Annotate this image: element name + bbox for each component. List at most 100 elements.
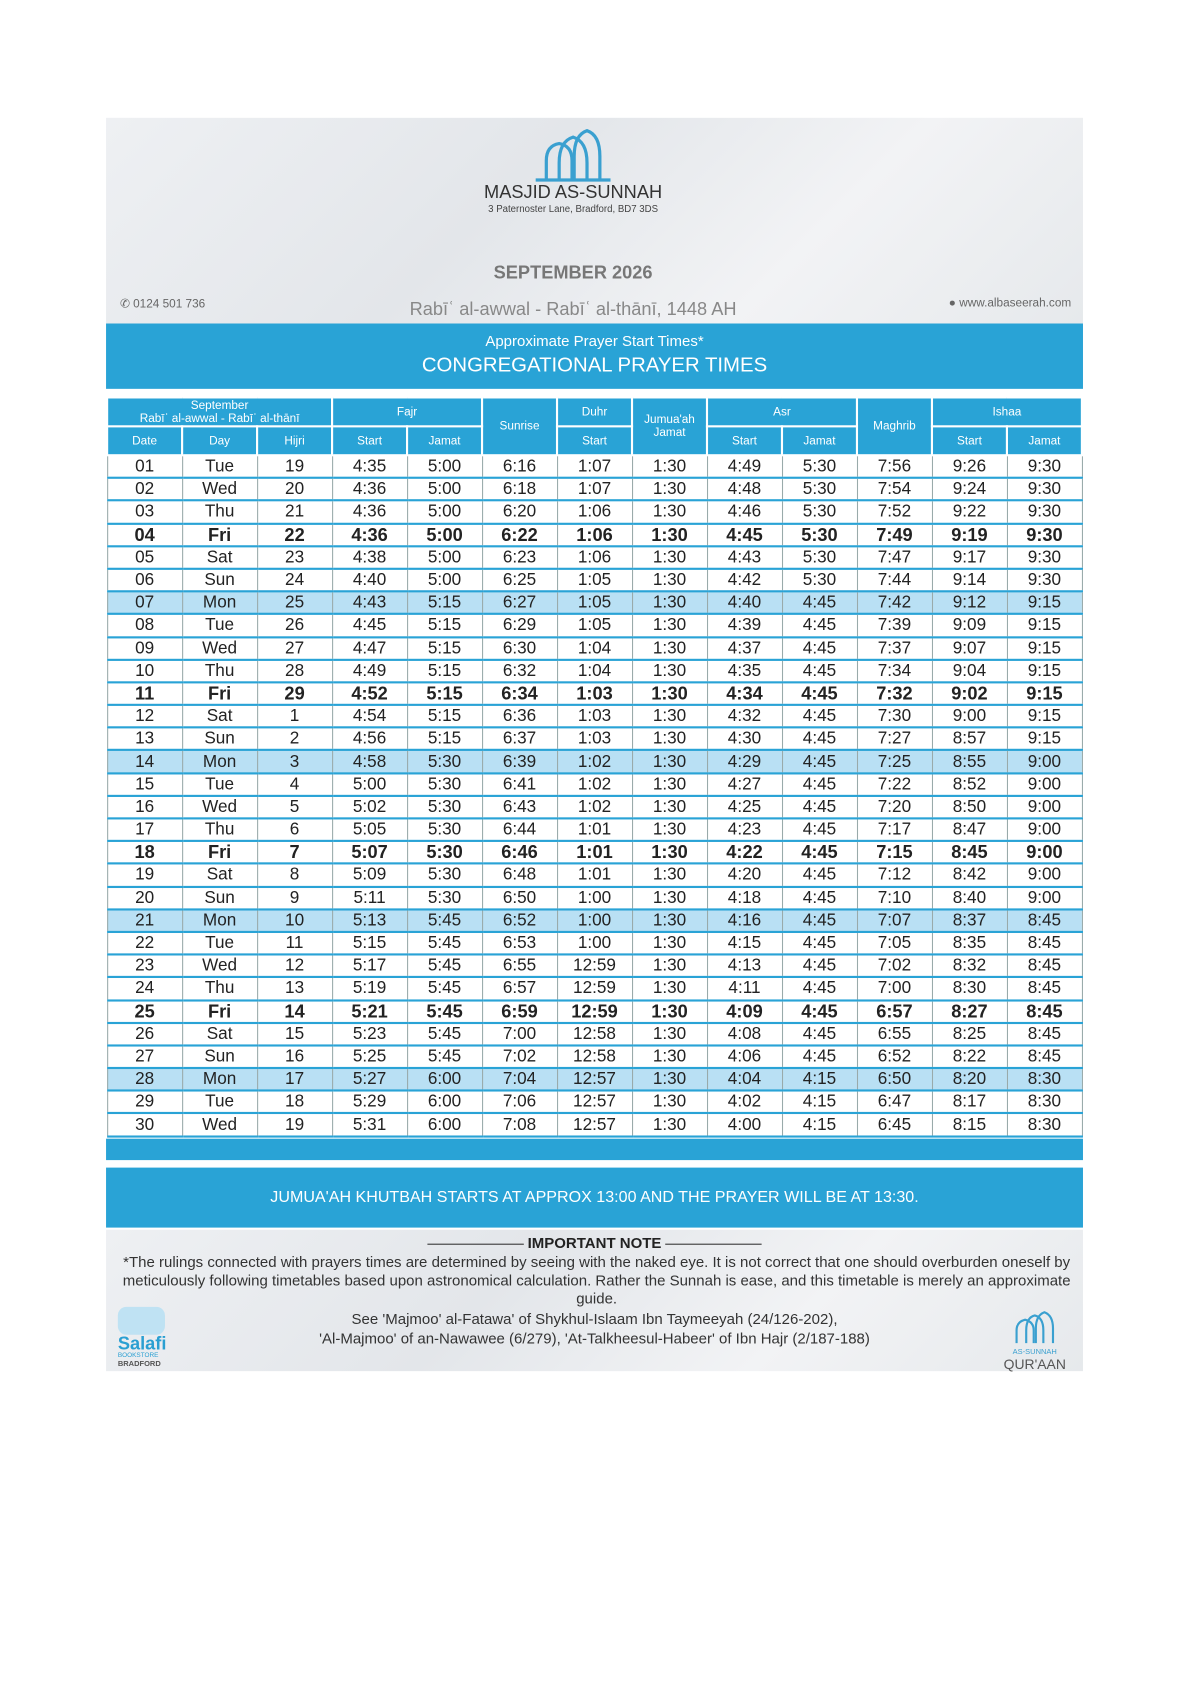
cell: 6:46 bbox=[481, 841, 558, 865]
cell: 6:52 bbox=[856, 1045, 933, 1070]
cell: 5:30 bbox=[781, 477, 858, 502]
cell: 8:22 bbox=[931, 1045, 1008, 1070]
cell: Thu bbox=[181, 659, 258, 684]
cell: 4:45 bbox=[781, 659, 858, 684]
cell: 5:17 bbox=[331, 954, 408, 979]
duhr-header: Duhr bbox=[555, 396, 634, 428]
cell: 5:45 bbox=[406, 1045, 483, 1070]
cell: 1:30 bbox=[631, 909, 708, 933]
cell: 9:15 bbox=[1006, 614, 1083, 638]
cell: 4:29 bbox=[706, 750, 783, 775]
cell: 4:36 bbox=[331, 500, 408, 525]
cell: 5:15 bbox=[406, 659, 483, 684]
cell: Tue bbox=[181, 931, 258, 956]
cell: 7:00 bbox=[481, 1022, 558, 1047]
cell: 1:30 bbox=[631, 477, 708, 502]
mosque-name: MASJID AS-SUNNAH bbox=[484, 182, 663, 203]
cell: 1:01 bbox=[556, 841, 633, 865]
cell: 4:52 bbox=[331, 682, 408, 706]
cell: 6:48 bbox=[481, 863, 558, 888]
cell: 7:00 bbox=[856, 977, 933, 1002]
cell: 1:00 bbox=[556, 909, 633, 933]
cell: Sat bbox=[181, 863, 258, 888]
cell: Wed bbox=[181, 477, 258, 502]
cell: 9:19 bbox=[931, 523, 1008, 548]
cell: Fri bbox=[181, 523, 258, 548]
cell: 5:00 bbox=[331, 773, 408, 797]
cell: 9:15 bbox=[1006, 636, 1083, 661]
cell: 1:01 bbox=[556, 863, 633, 888]
cell: 4:54 bbox=[331, 704, 408, 729]
cell: 1:00 bbox=[556, 931, 633, 956]
cell: 4:45 bbox=[781, 614, 858, 638]
cell: 5:15 bbox=[406, 704, 483, 729]
cell: 9:14 bbox=[931, 568, 1008, 593]
cell: 7:32 bbox=[856, 682, 933, 706]
cell: 26 bbox=[256, 614, 333, 638]
cell: 2 bbox=[256, 727, 333, 752]
cell: 14 bbox=[256, 999, 333, 1024]
cell: 5:45 bbox=[406, 909, 483, 933]
website-url: www.albaseerah.com bbox=[959, 296, 1072, 310]
cell: 7:52 bbox=[856, 500, 933, 525]
cell: 8:27 bbox=[931, 999, 1008, 1024]
cell: 10 bbox=[256, 909, 333, 933]
cell: 12:57 bbox=[556, 1090, 633, 1115]
note-text: *The rulings connected with prayers time… bbox=[122, 1253, 1071, 1307]
cell: 10 bbox=[106, 659, 183, 684]
cell: 1:01 bbox=[556, 818, 633, 843]
cell: 19 bbox=[256, 1113, 333, 1138]
logo-line: BRADFORD bbox=[117, 1360, 161, 1368]
cell: 5:05 bbox=[331, 818, 408, 843]
cell: 4:43 bbox=[331, 591, 408, 616]
cell: 4:37 bbox=[706, 636, 783, 661]
cell: 9:02 bbox=[931, 682, 1008, 706]
cell: 9:17 bbox=[931, 546, 1008, 570]
cell: 5:15 bbox=[406, 614, 483, 638]
cell: 7:54 bbox=[856, 477, 933, 502]
cell: 5:00 bbox=[406, 523, 483, 548]
column-header: Jamat bbox=[1005, 425, 1083, 457]
cell: 25 bbox=[106, 999, 183, 1024]
cell: 4:13 bbox=[706, 954, 783, 979]
cell: 5:30 bbox=[406, 750, 483, 775]
cell: 9:30 bbox=[1006, 500, 1083, 525]
cell: 27 bbox=[256, 636, 333, 661]
cell: 4:36 bbox=[331, 523, 408, 548]
cell: 27 bbox=[106, 1045, 183, 1070]
cell: Sat bbox=[181, 704, 258, 729]
cell: 5:00 bbox=[406, 500, 483, 525]
cell: 30 bbox=[106, 1113, 183, 1138]
cell: 9:00 bbox=[1006, 773, 1083, 797]
cell: 5:30 bbox=[781, 568, 858, 593]
day-row: 29 Tue 18 5:29 6:00 7:06 12:57 1:30 4:02 4:15 6:47… bbox=[106, 1090, 1083, 1115]
logo-name: Salafi bbox=[117, 1333, 167, 1354]
cell: 8:57 bbox=[931, 727, 1008, 752]
cell: 9:00 bbox=[1006, 750, 1083, 775]
cell: 4:45 bbox=[781, 931, 858, 956]
cell: 22 bbox=[256, 523, 333, 548]
cell: 7:47 bbox=[856, 546, 933, 570]
cell: 1:30 bbox=[631, 886, 708, 911]
cell: 12:58 bbox=[556, 1022, 633, 1047]
cell: 1:30 bbox=[631, 636, 708, 661]
cell: 1:00 bbox=[556, 886, 633, 911]
cell: 04 bbox=[106, 523, 183, 548]
cell: 1:03 bbox=[556, 682, 633, 706]
cell: 17 bbox=[256, 1068, 333, 1092]
cell: 8:35 bbox=[931, 931, 1008, 956]
cell: 4:45 bbox=[781, 909, 858, 933]
cell: 1:30 bbox=[631, 977, 708, 1002]
logo-line: QUR'AAN bbox=[1003, 1356, 1066, 1373]
day-row: 12 Sat 1 4:54 5:15 6:36 1:03 1:30 4:32 4:45 7:30 9:… bbox=[106, 704, 1083, 729]
cell: 7:34 bbox=[856, 659, 933, 684]
cell: 4:32 bbox=[706, 704, 783, 729]
cell: 19 bbox=[106, 863, 183, 888]
fajr-header: Fajr bbox=[331, 396, 484, 428]
cell: 8:30 bbox=[1006, 1090, 1083, 1115]
cell: 9:04 bbox=[931, 659, 1008, 684]
cell: 4:45 bbox=[331, 614, 408, 638]
cell: 9:15 bbox=[1006, 659, 1083, 684]
cell: 1:30 bbox=[631, 773, 708, 797]
cell: 21 bbox=[256, 500, 333, 525]
